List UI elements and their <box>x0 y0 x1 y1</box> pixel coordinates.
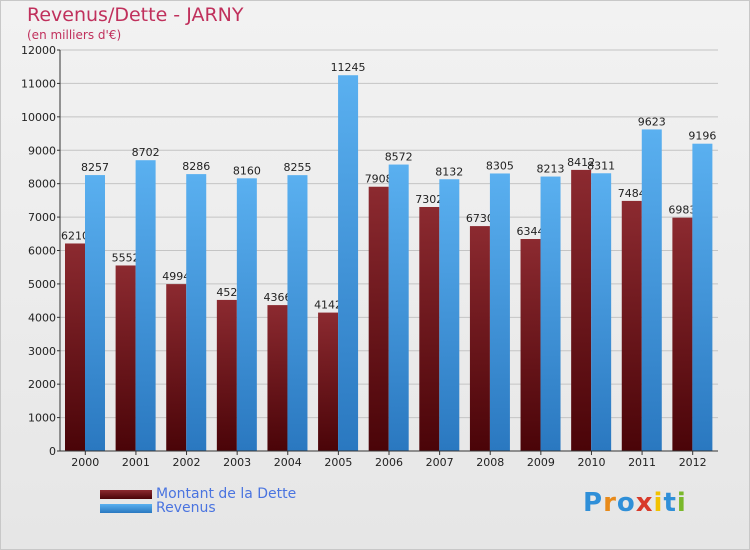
bar-revenue <box>641 129 662 452</box>
x-tick-label: 2002 <box>173 456 201 469</box>
bar-debt <box>115 265 136 451</box>
x-tick-label: 2011 <box>628 456 656 469</box>
bar-debt <box>368 186 389 451</box>
bar-debt <box>672 217 693 451</box>
data-label: 6344 <box>517 225 545 238</box>
data-label: 8305 <box>486 159 514 172</box>
legend-item-revenue: Revenus <box>100 500 216 516</box>
data-label: 9623 <box>638 115 666 128</box>
logo-letter: P <box>583 488 604 518</box>
bar-revenue <box>236 178 257 451</box>
data-label: 8702 <box>132 146 160 159</box>
x-tick-label: 2008 <box>476 456 504 469</box>
y-tick-label: 1000 <box>28 412 56 425</box>
x-tick-label: 2009 <box>527 456 555 469</box>
bar-revenue <box>692 143 713 452</box>
data-label: 5552 <box>112 251 140 264</box>
proxiti-logo: Proxiti <box>583 488 687 518</box>
x-tick-label: 2006 <box>375 456 403 469</box>
logo-letter: o <box>616 488 636 518</box>
bar-debt <box>318 312 339 451</box>
x-tick-label: 2003 <box>223 456 251 469</box>
data-label: 9196 <box>688 130 716 143</box>
bar-debt <box>419 206 440 451</box>
bar-debt <box>216 299 237 451</box>
data-label: 452 <box>216 286 237 299</box>
legend-swatch-debt <box>100 489 152 499</box>
bar-debt <box>621 200 642 451</box>
legend-item-debt: Montant de la Dette <box>100 486 297 502</box>
axes: 0 1000 2000 3000 4000 5000 6000 7000 8000 9000 100… <box>21 44 718 469</box>
y-tick-label: 5000 <box>28 278 56 291</box>
bar-debt <box>469 226 490 451</box>
y-tick-label: 0 <box>49 445 56 458</box>
data-label: 6983 <box>668 204 696 217</box>
data-label: 4142 <box>314 299 342 312</box>
data-label: 8255 <box>283 161 311 174</box>
x-tick-label: 2001 <box>122 456 150 469</box>
y-tick-label: 9000 <box>28 144 56 157</box>
y-tick-label: 11000 <box>21 77 56 90</box>
bar-revenue <box>85 175 105 451</box>
bar-revenue <box>338 75 359 451</box>
bar-revenue <box>591 173 612 451</box>
legend-label-revenue: Revenus <box>156 500 216 516</box>
chart-title: Revenus/Dette - JARNY <box>27 4 244 26</box>
legend-label-debt: Montant de la Dette <box>156 486 297 502</box>
x-tick-label: 2000 <box>71 456 99 469</box>
y-tick-label: 12000 <box>21 44 56 57</box>
bar-revenue <box>135 160 156 451</box>
y-tick-label: 4000 <box>28 311 56 324</box>
bar-revenue <box>287 175 308 451</box>
y-tick-label: 2000 <box>28 378 56 391</box>
x-tick-label: 2005 <box>324 456 352 469</box>
y-tick-label: 3000 <box>28 345 56 358</box>
y-tick-label: 10000 <box>21 111 56 124</box>
data-label: 8160 <box>233 164 261 177</box>
x-tick-label: 2012 <box>679 456 707 469</box>
data-label: 7484 <box>618 187 646 200</box>
logo-letter: t <box>663 488 677 518</box>
chart-subtitle: (en milliers d'€) <box>27 28 122 42</box>
data-label: 4366 <box>263 291 291 304</box>
bar-revenue <box>489 173 510 451</box>
y-tick-label: 7000 <box>28 211 56 224</box>
bar-debt <box>166 284 187 451</box>
data-label: 8572 <box>385 151 413 164</box>
logo-letter: r <box>603 488 617 518</box>
x-tick-label: 2004 <box>274 456 302 469</box>
data-label: 7908 <box>365 173 393 186</box>
bar-revenue <box>388 164 409 451</box>
y-tick-label: 6000 <box>28 245 56 258</box>
data-label: 6210 <box>61 229 89 242</box>
bar-debt <box>571 169 592 452</box>
data-label: 6730 <box>466 212 494 225</box>
data-label: 11245 <box>331 61 366 74</box>
bar-revenue <box>186 174 207 451</box>
y-tick-label: 8000 <box>28 178 56 191</box>
logo-letter: i <box>676 488 687 518</box>
data-label: 8132 <box>435 165 463 178</box>
data-label: 7302 <box>415 193 443 206</box>
data-label: 8412 <box>567 156 595 169</box>
bar-revenue <box>540 176 561 451</box>
bars: 6210 8257 5552 8702 4994 8286 452 8160 4366 8255 4… <box>61 61 716 452</box>
data-label: 8213 <box>537 163 565 176</box>
data-label: 8286 <box>182 160 210 173</box>
data-label: 4994 <box>162 270 190 283</box>
x-tick-label: 2010 <box>577 456 605 469</box>
bar-debt <box>520 239 541 451</box>
x-tick-label: 2007 <box>426 456 454 469</box>
data-label: 8311 <box>587 159 615 172</box>
logo-letter: x <box>635 488 654 518</box>
data-label: 8257 <box>81 161 109 174</box>
bar-revenue <box>439 179 460 451</box>
bar-debt <box>267 305 288 451</box>
legend-swatch-revenue <box>100 503 152 513</box>
logo-letter: i <box>653 488 664 518</box>
bar-debt <box>65 243 85 451</box>
